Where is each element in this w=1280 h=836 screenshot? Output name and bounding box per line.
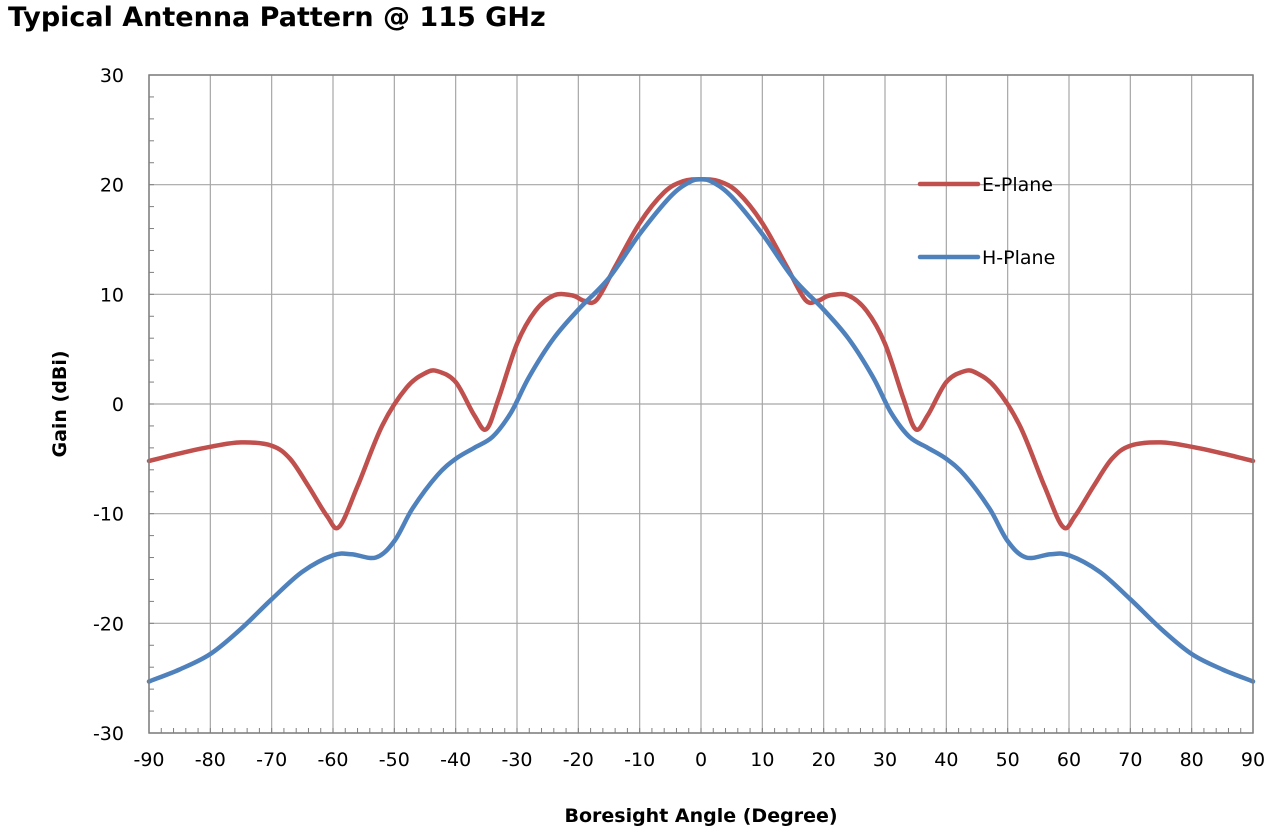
legend-label: H-Plane xyxy=(982,247,1055,269)
y-tick-labels: 30 20 10 0 -10 -20 -30 xyxy=(93,65,124,745)
chart-title: Typical Antenna Pattern @ 115 GHz xyxy=(8,2,546,33)
plot-border xyxy=(148,74,1254,734)
x-tick-label: 40 xyxy=(934,749,958,771)
x-tick-label: 70 xyxy=(1118,749,1142,771)
y-tick-label: 30 xyxy=(100,65,124,87)
x-tick-label: 60 xyxy=(1057,749,1081,771)
x-tick-label: 0 xyxy=(695,749,707,771)
y-tick-label: -30 xyxy=(93,723,124,745)
x-tick-label: -60 xyxy=(317,749,348,771)
series-line-h-plane xyxy=(146,176,1256,684)
x-tick-label: 50 xyxy=(996,749,1020,771)
x-tick-label: 20 xyxy=(812,749,836,771)
x-tick-label: -10 xyxy=(624,749,655,771)
x-tick-label: 10 xyxy=(750,749,774,771)
x-tick-label: -50 xyxy=(379,749,410,771)
y-tick-label: 10 xyxy=(100,284,124,306)
x-tick-label: 80 xyxy=(1180,749,1204,771)
x-tick-label: -20 xyxy=(563,749,594,771)
x-axis-title: Boresight Angle (Degree) xyxy=(564,805,837,827)
y-tick-label: -10 xyxy=(93,504,124,526)
y-tick-label: -20 xyxy=(93,613,124,635)
x-tick-label: -70 xyxy=(256,749,287,771)
x-tick-label: -80 xyxy=(195,749,226,771)
y-tick-label: 20 xyxy=(100,175,124,197)
x-tick-label: 90 xyxy=(1241,749,1265,771)
legend-label: E-Plane xyxy=(982,174,1053,196)
x-tick-label: -40 xyxy=(440,749,471,771)
x-tick-label: 30 xyxy=(873,749,897,771)
y-tick-label: 0 xyxy=(112,394,124,416)
series-lines xyxy=(146,176,1256,684)
x-tick-label: -30 xyxy=(501,749,532,771)
x-tick-label: -90 xyxy=(133,749,164,771)
x-tick-labels: -90 -80 -70 -60 -50 -40 -30 -20 -10 0 10 20 30 40 50 60… xyxy=(133,749,1265,771)
y-axis-title: Gain (dBi) xyxy=(49,350,71,457)
legend: E-Plane H-Plane xyxy=(917,174,1055,269)
